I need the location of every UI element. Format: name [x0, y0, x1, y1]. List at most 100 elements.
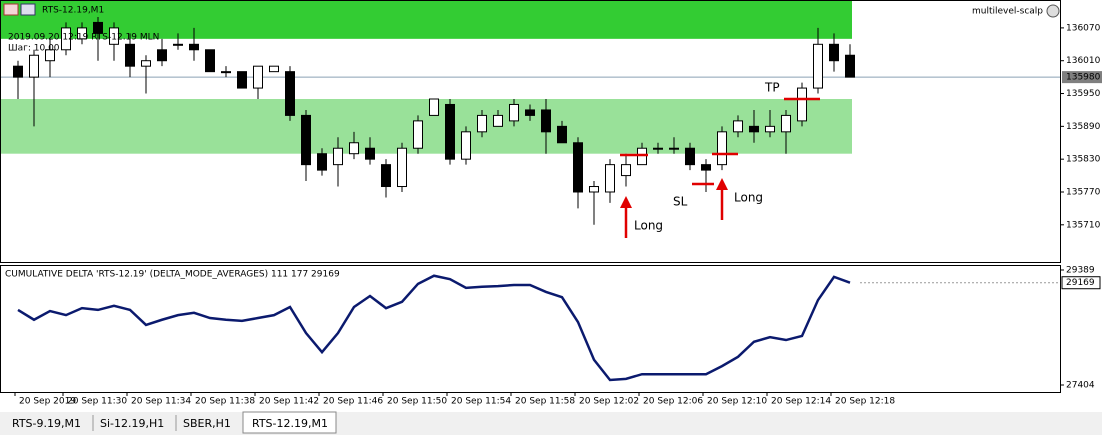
zone: [1, 99, 852, 154]
tab[interactable]: SBER,H1: [183, 417, 231, 430]
candle-body: [717, 131, 727, 166]
x-tick-label: 20 Sep 11:42: [259, 397, 319, 407]
candle-body: [541, 109, 551, 133]
candle-body: [205, 49, 215, 73]
x-tick-label: 20 Sep 11:58: [515, 397, 575, 407]
chart-title: RTS-12.19,M1: [42, 6, 104, 16]
candle-body: [733, 120, 743, 133]
y-tick-label: 135950: [1066, 89, 1101, 99]
candle-body: [45, 49, 55, 62]
candle-body: [477, 114, 487, 133]
step-label: Шаг: 10.00: [8, 44, 60, 54]
symbol-icon: [3, 3, 19, 16]
candle-body: [77, 27, 87, 40]
y-tick-label: 136010: [1066, 56, 1101, 66]
candle-body: [749, 125, 759, 133]
candle-body: [589, 186, 599, 193]
candle-body: [93, 21, 103, 34]
trade-marks: [620, 97, 820, 238]
zone: [1, 0, 852, 39]
candle-body: [125, 43, 135, 67]
tab-active[interactable]: [242, 411, 337, 434]
tab[interactable]: RTS-9.19,M1: [12, 417, 81, 430]
candle-body: [285, 71, 295, 116]
candle-body: [781, 114, 791, 133]
current-value-box: [1061, 276, 1101, 290]
y-tick-label: 135710: [1066, 220, 1101, 230]
tab[interactable]: RTS-12.19,M1: [252, 417, 328, 430]
candle-body: [365, 147, 375, 160]
x-tick-label: 20 Sep 12:10: [707, 397, 767, 407]
candle-body: [13, 65, 23, 78]
indicator-frame: [0, 265, 1061, 393]
annotation: TP: [764, 81, 780, 95]
candle-body: [141, 60, 151, 67]
candle-body: [381, 164, 391, 188]
candle-body: [653, 147, 663, 150]
candle-body: [813, 43, 823, 89]
candle-body: [189, 43, 199, 51]
candle-body: [621, 164, 631, 177]
x-tick-label: 20 Sep 11:38: [195, 397, 255, 407]
tab[interactable]: Si-12.19,H1: [100, 417, 164, 430]
candle-body: [269, 65, 279, 73]
x-tick-label: 20 Sep 11:50: [387, 397, 447, 407]
x-tick-label: 20 Sep 12:06: [643, 397, 703, 407]
x-tick-label: 20 Sep 11:34: [131, 397, 191, 407]
x-tick-label: 20 Sep 12:14: [771, 397, 831, 407]
candle-body: [157, 49, 167, 62]
zones: [1, 0, 852, 154]
price-frame: [0, 0, 1061, 263]
candle-body: [797, 87, 807, 122]
candle-body: [509, 103, 519, 122]
candle-body: [349, 142, 359, 155]
x-tick-label: 20 Sep 12:02: [579, 397, 639, 407]
plot: [1, 16, 1060, 382]
candle-body: [61, 27, 71, 51]
candle-body: [637, 147, 647, 166]
x-tick-label: 20 Sep 2019: [19, 397, 76, 407]
current-price-label: 135980: [1066, 73, 1101, 83]
arrow-head: [716, 178, 728, 190]
delta-line: [17, 274, 851, 382]
candle-body: [573, 142, 583, 193]
candle-body: [701, 164, 711, 171]
candle-body: [669, 147, 679, 150]
candle-body: [109, 27, 119, 45]
candle-body: [829, 43, 839, 62]
y-tick-label: 136070: [1066, 23, 1101, 33]
indicator-icon: [1046, 4, 1060, 18]
candle-body: [333, 147, 343, 166]
y-tick-label: 29389: [1066, 265, 1095, 275]
candle-body: [765, 125, 775, 133]
tab-bar: [0, 412, 1102, 435]
candle-body: [557, 125, 567, 144]
x-tick-label: 20 Sep 11:46: [323, 397, 383, 407]
chart-subtitle: 2019.09.20 12:19 RTS-12.19 MLN: [8, 33, 159, 43]
candle-body: [253, 65, 263, 89]
current-price-box: [1062, 71, 1102, 84]
candle-body: [685, 147, 695, 166]
candle-body: [237, 71, 247, 89]
candle-body: [397, 147, 407, 188]
x-tick-label: 20 Sep 11:30: [67, 397, 127, 407]
annotation: Long: [634, 219, 663, 233]
y-tick-label: 135890: [1066, 122, 1101, 132]
y-tick-label: 27404: [1066, 380, 1095, 390]
candle-body: [461, 131, 471, 160]
indicator-name: multilevel-scalp: [972, 7, 1043, 17]
x-tick-label: 20 Sep 12:18: [835, 397, 895, 407]
arrow-head: [620, 196, 632, 208]
x-tick-label: 20 Sep 11:54: [451, 397, 511, 407]
candle-body: [429, 98, 439, 116]
candle-body: [29, 54, 39, 78]
symbol-icon: [20, 3, 36, 16]
current-value-label: 29169: [1066, 278, 1095, 288]
indicator-title: CUMULATIVE DELTA 'RTS-12.19' (DELTA_MODE…: [5, 270, 340, 280]
annotation: Long: [734, 191, 763, 205]
candle-body: [317, 153, 327, 171]
y-tick-label: 135770: [1066, 187, 1101, 197]
candle-body: [605, 164, 615, 193]
